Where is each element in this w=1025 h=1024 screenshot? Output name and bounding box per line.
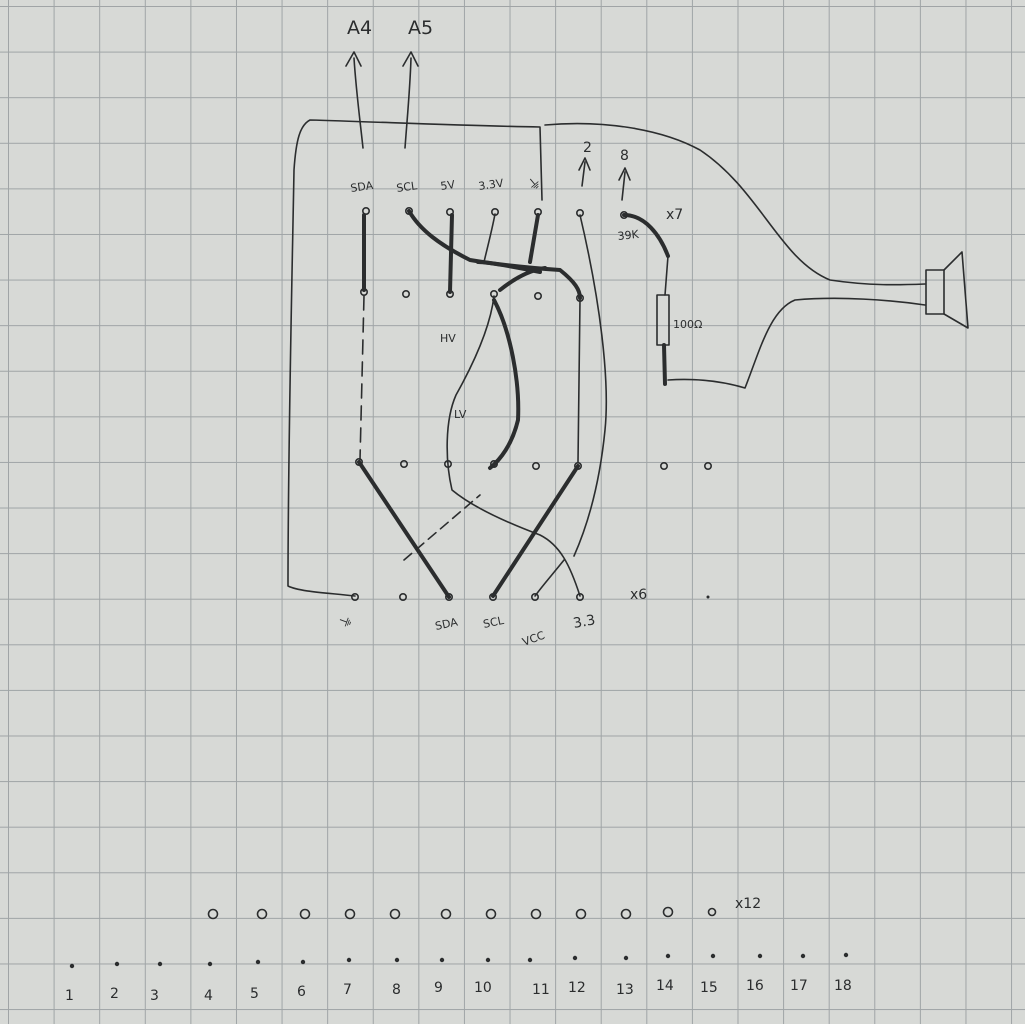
x12-label: x12 [735,896,761,912]
jumper-3v3-cross [476,260,547,292]
bottom-header-pins [350,592,710,601]
ruler-number: 3 [150,988,159,1004]
shifter-upper-pins [359,287,584,302]
wire-hv-lv [446,295,581,597]
outer-ground-wire [287,119,543,597]
speaker-wire-top [544,122,926,286]
resistor-100-body [656,294,670,346]
ruler-number: 1 [65,988,74,1004]
ruler-number: 10 [474,980,492,996]
x6-label: x6 [630,587,647,603]
resistor-39k [622,213,670,258]
pin2-arrow [578,157,591,187]
a5-label: A5 [408,17,433,39]
lv-label: LV [454,408,467,421]
speaker-wire-bottom [667,297,926,389]
bottom-3v3-label: 3.3 [572,612,597,632]
dashed-left-rail [359,295,365,461]
bottom-vcc-label: VCC [521,629,547,649]
ruler-number: 17 [790,978,808,994]
pin8-arrow [618,167,631,201]
gnd-rail-right [573,214,608,557]
pin2-label: 2 [583,140,592,156]
bottom-scl-label: SCL [482,614,506,631]
ruler-numbers: 1 2 3 4 5 6 7 8 9 10 11 12 13 14 15 16 1… [65,978,852,1004]
jumper-scl-cross [407,209,582,300]
ruler-number: 9 [434,980,443,996]
ruler-number: 2 [110,986,119,1002]
pin8-label: 8 [620,148,629,164]
jumper-5v [448,213,454,294]
ruler-number: 14 [656,978,674,994]
header-5v-label: 5V [440,178,457,193]
resistor-100-lead [662,343,667,386]
ruler-number: 4 [204,988,213,1004]
ruler-number: 18 [834,978,852,994]
x7-label: x7 [666,207,683,223]
a4-arrow [345,51,364,149]
header-scl-label: SCL [396,179,419,195]
bottom-sda-label: SDA [434,615,459,633]
hv-label: HV [440,332,456,345]
x12-pin-row [207,906,717,920]
header-3v3-label: 3.3V [478,177,505,193]
ruler-number: 13 [616,982,634,998]
header-sda-label: SDA [350,179,375,195]
wire-lv-loop [488,298,521,470]
ruler-number: 8 [392,982,401,998]
speaker-icon [925,251,969,329]
resistor-100-label: 100Ω [673,318,702,331]
wire-dashed-cross [403,494,481,561]
wire-scl-down [491,464,580,598]
ruler-dots [69,952,849,969]
ruler-number: 7 [343,982,352,998]
wire-sda-down [357,460,451,599]
wire-3v3-down [483,213,496,263]
a5-arrow [402,51,419,149]
resistor-39k-label: 39K [617,228,640,243]
bottom-gnd-label: ⏚ [337,613,357,632]
jumper-gnd [528,213,540,264]
ruler-number: 12 [568,980,586,996]
ruler-number: 6 [297,984,306,1000]
wire-vcc-down [534,559,565,597]
right-rail [577,299,581,463]
ruler-number: 11 [532,982,550,998]
ruler-number: 5 [250,986,259,1002]
shifter-lower-pins [354,457,712,470]
wire-to-100 [664,255,669,296]
ruler-number: 15 [700,980,718,996]
a4-label: A4 [347,17,372,39]
ruler-number: 16 [746,978,764,994]
